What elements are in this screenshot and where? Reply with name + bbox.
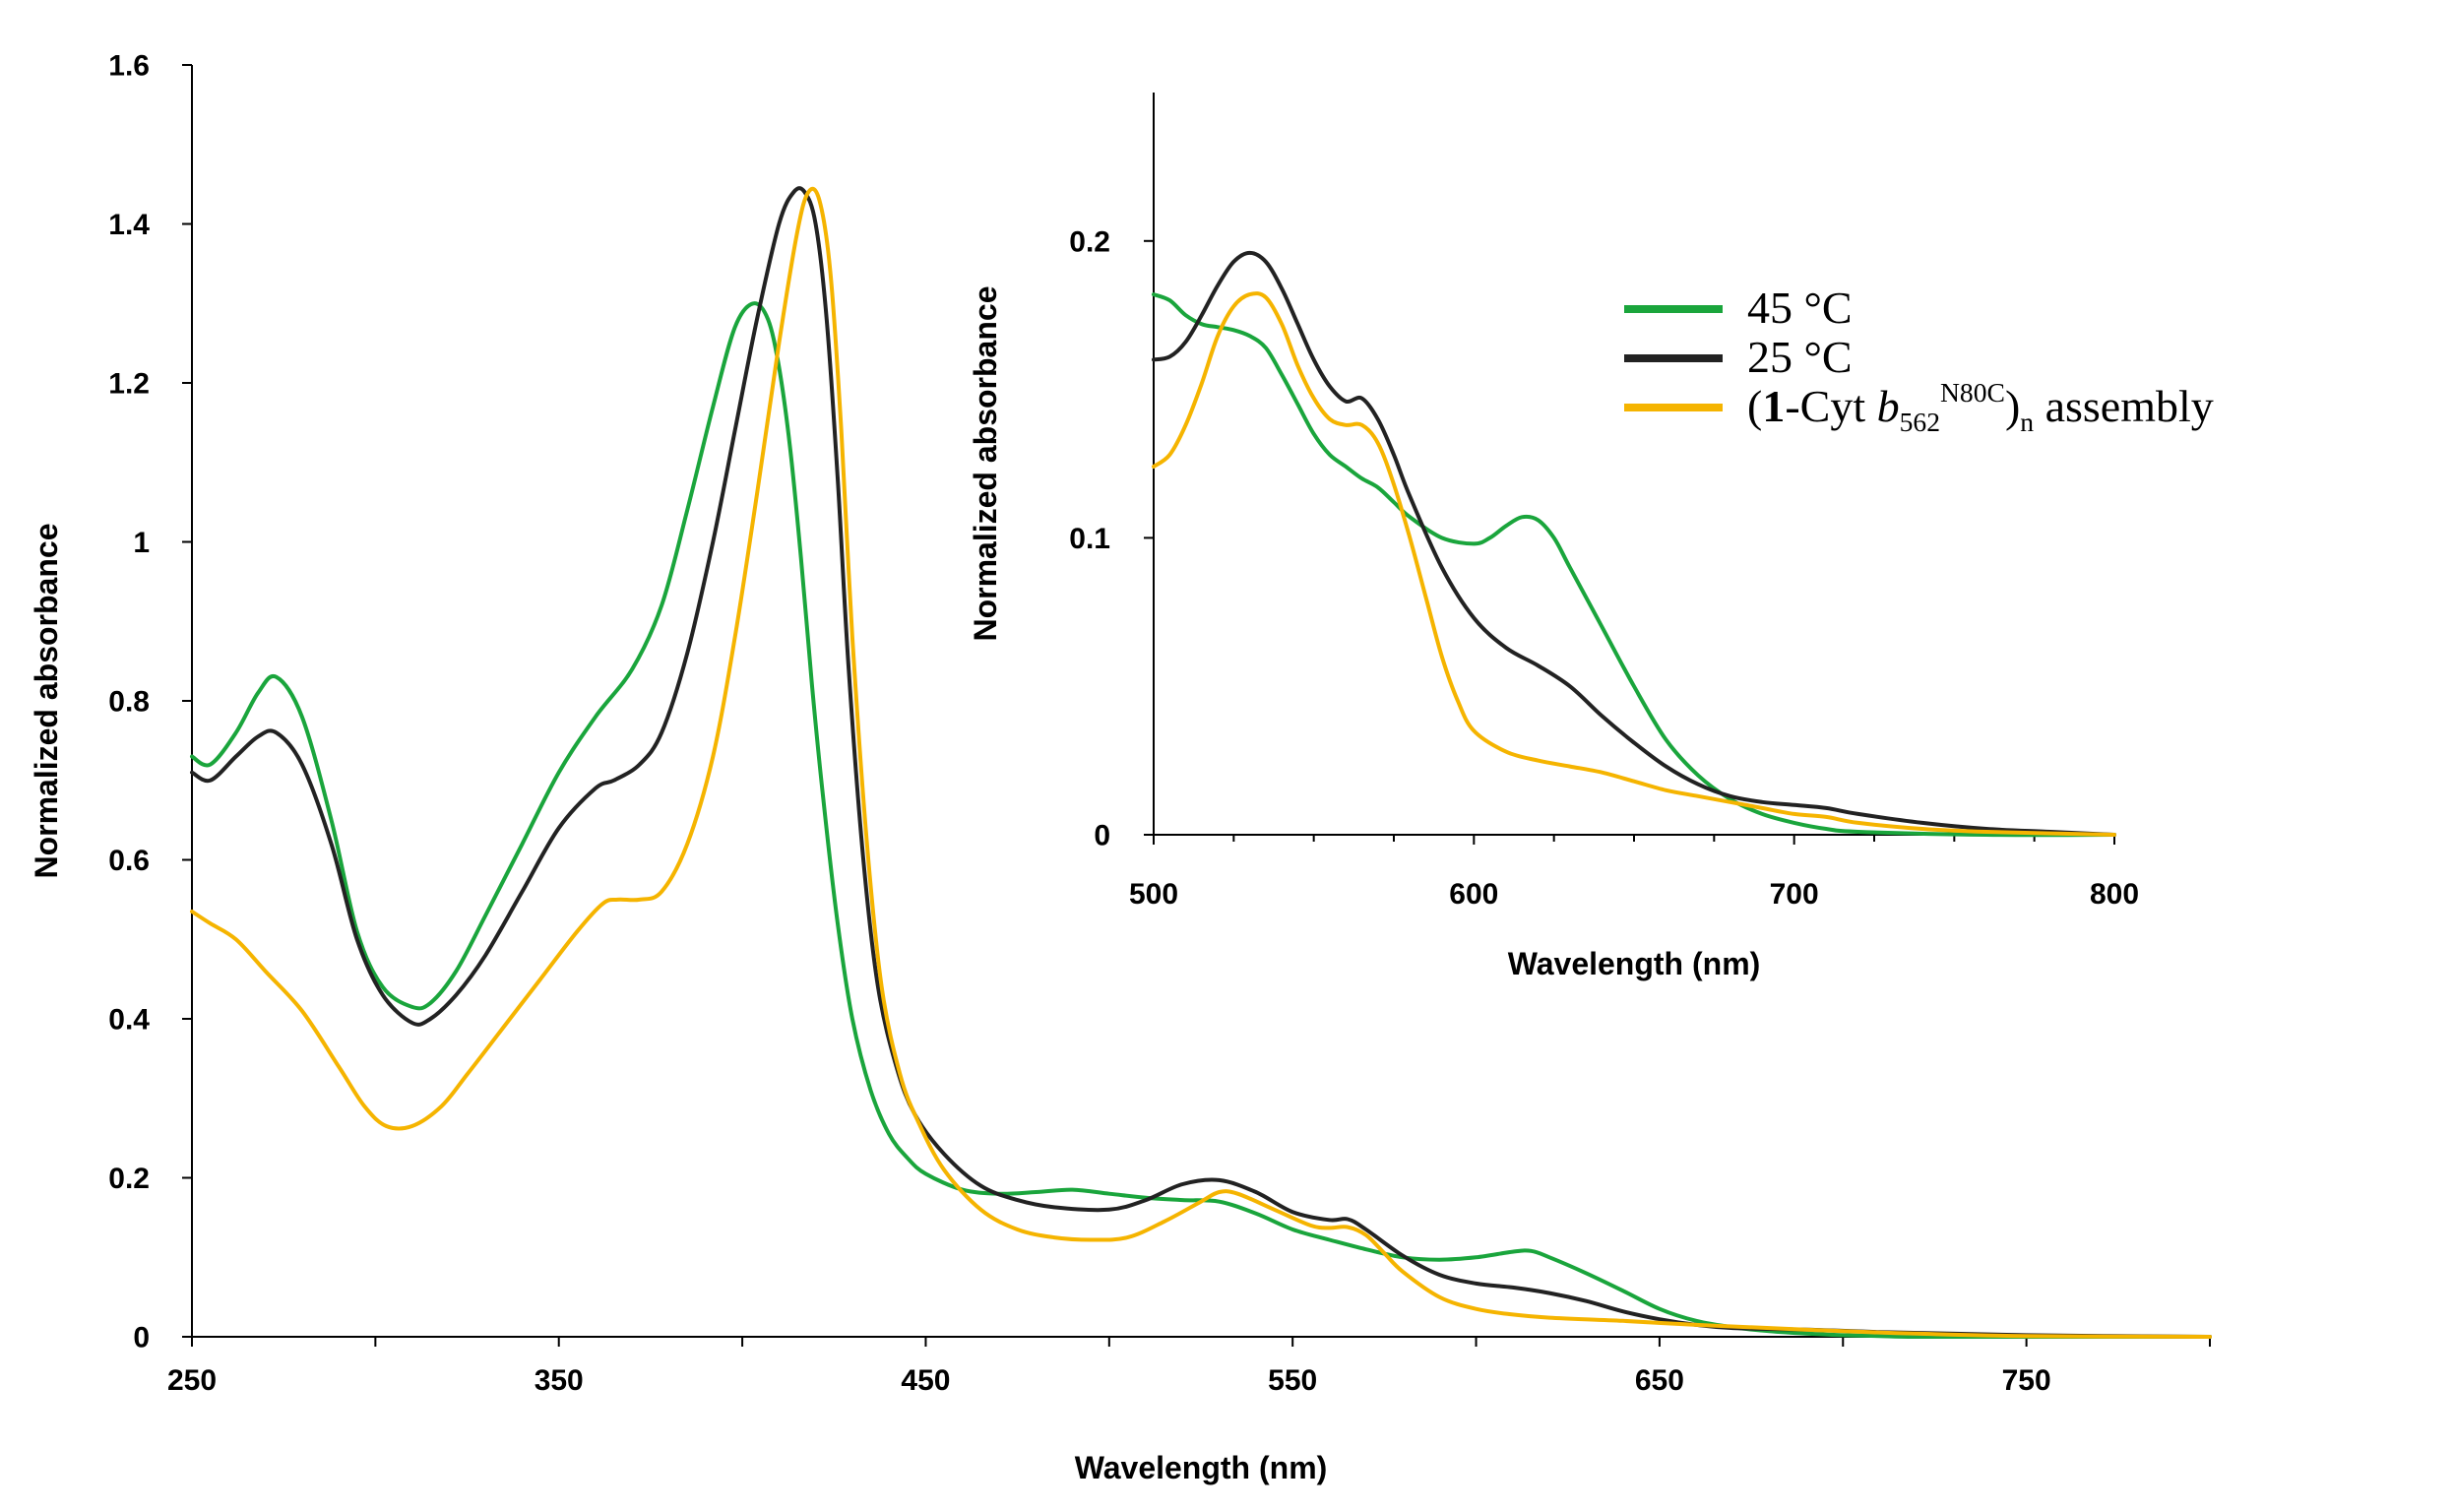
inset-y-tick-label: 0.2 [1069,225,1110,258]
inset-y-axis-title: Normalized absorbance [968,286,1003,642]
main-x-tick-label: 450 [901,1364,950,1397]
main-chart: 250 350 450 550 650 750 0 0.2 0.4 0.6 0.8 1 1.2 1.4 1.… [29,50,2212,1485]
main-y-tick-label: 0.8 [108,686,150,719]
main-y-tick-label: 0 [133,1322,150,1354]
inset-x-tick-label: 800 [2090,878,2139,911]
main-x-tick-label: 650 [1635,1364,1684,1397]
main-y-tick-label: 0.6 [108,845,150,877]
inset-x-axis-title: Wavelength (nm) [1508,946,1761,981]
main-y-tick-label: 0.4 [108,1004,150,1037]
legend-label-0: 45 °C [1747,283,1853,333]
main-y-tick-label: 1.6 [108,50,150,83]
inset-x-tick-label: 700 [1770,878,1819,911]
inset-y-tick-label: 0.1 [1069,523,1110,555]
main-x-axis-title: Wavelength (nm) [1075,1450,1328,1485]
legend-label-2: (1-Cyt b562N80C)n assembly [1747,377,2214,437]
main-x-tick-label: 250 [167,1364,217,1397]
inset-x-tick-label: 600 [1449,878,1498,911]
main-x-tick-label: 750 [2002,1364,2051,1397]
inset-series-line-0 [1152,292,2116,838]
main-y-axis-title: Normalized absorbance [29,524,64,879]
legend-label-1: 25 °C [1747,332,1853,382]
inset-y-tick-label: 0 [1094,820,1110,852]
main-series-line-0 [190,301,2212,1340]
inset-chart: 500 600 700 800 0 0.1 0.2 Wavelength (nm) Normal… [968,93,2139,981]
inset-series-line-1 [1152,250,2116,837]
main-y-tick-label: 0.2 [108,1163,150,1195]
main-x-tick-label: 550 [1268,1364,1317,1397]
main-series-line-2 [190,186,2212,1339]
inset-series-line-2 [1152,291,2116,837]
inset-x-tick-label: 500 [1129,878,1178,911]
main-y-tick-label: 1.2 [108,368,150,401]
main-y-tick-label: 1 [133,527,150,559]
main-x-tick-label: 350 [535,1364,584,1397]
main-series-line-1 [190,186,2212,1339]
main-y-tick-label: 1.4 [108,209,150,241]
legend: 45 °C25 °C(1-Cyt b562N80C)n assembly [1624,283,2214,437]
